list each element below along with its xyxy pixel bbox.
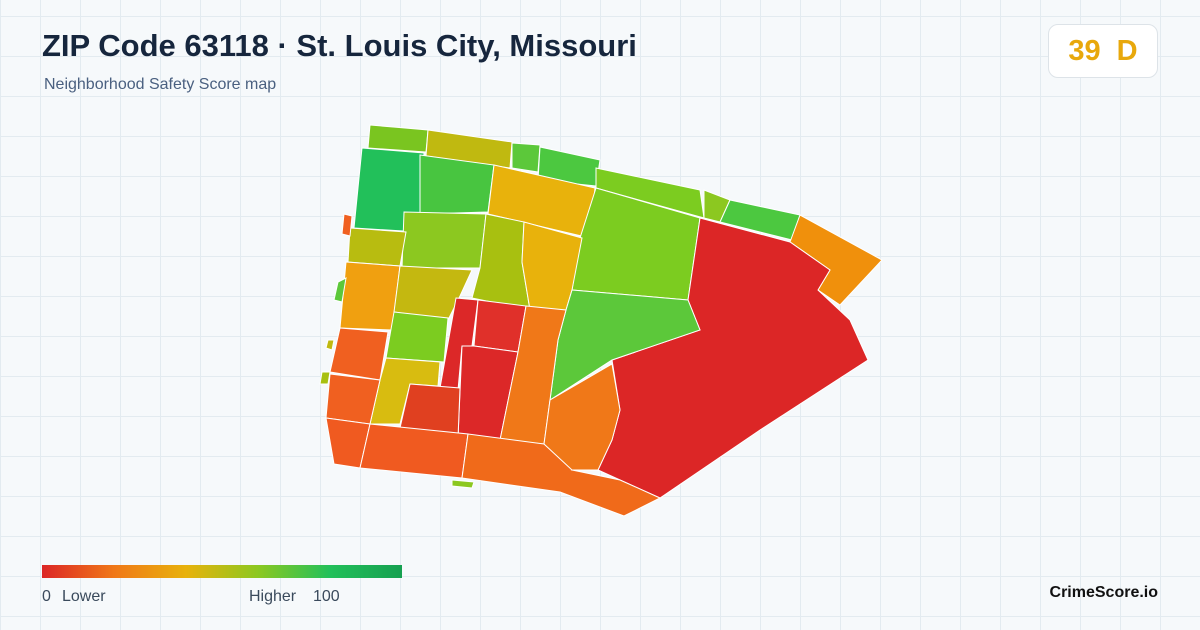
legend-min-label: Lower: [62, 588, 106, 605]
score-grade: D: [1116, 34, 1138, 67]
region: [401, 211, 487, 269]
title: ZIP Code 63118 · St. Louis City, Missour…: [42, 28, 637, 63]
region: [325, 339, 335, 351]
region: [325, 373, 381, 425]
legend-max: 100: [313, 588, 340, 605]
region: [347, 227, 407, 267]
legend-max-label: Higher: [249, 588, 297, 605]
region: [319, 371, 331, 385]
region: [385, 311, 449, 363]
region: [341, 213, 353, 237]
region: [359, 423, 469, 479]
region: [367, 124, 429, 153]
brand: CrimeScore.io: [1049, 584, 1158, 601]
region: [451, 479, 475, 489]
region: [419, 154, 495, 215]
region: [333, 277, 347, 303]
map-regions: [319, 124, 883, 517]
score-badge: 39 D: [1048, 24, 1158, 78]
subtitle: Neighborhood Safety Score map: [44, 76, 277, 93]
legend-gradient: [42, 565, 402, 578]
region: [329, 327, 389, 381]
region: [339, 261, 401, 331]
region: [473, 299, 527, 353]
score-value: 39: [1068, 34, 1101, 67]
legend-min: 0: [42, 588, 51, 605]
region: [543, 363, 621, 471]
region: [511, 142, 541, 173]
